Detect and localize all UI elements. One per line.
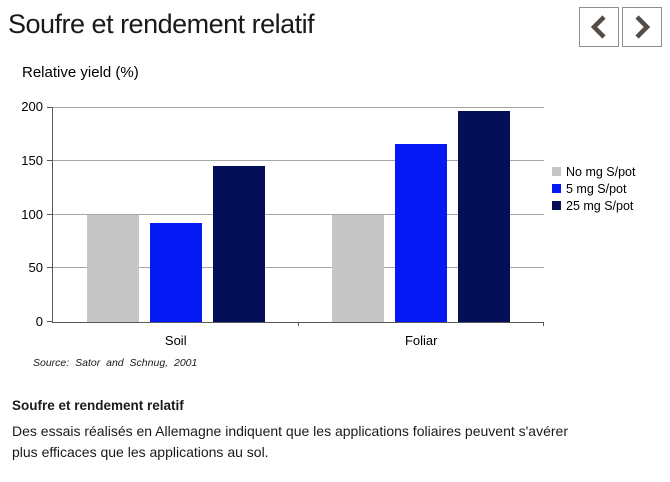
y-axis-label: 100 xyxy=(21,206,43,222)
chevron-left-icon xyxy=(590,14,608,40)
gridline xyxy=(53,159,544,161)
legend-label: 25 mg S/pot xyxy=(566,198,634,213)
legend-item: No mg S/pot xyxy=(552,163,635,180)
gridline xyxy=(53,267,544,269)
source-note: Source: Sator and Schnug, 2001 xyxy=(33,357,198,369)
y-axis-label: 50 xyxy=(28,260,43,276)
plot-area: 0 50 100 150 200 Soil Foliar xyxy=(21,99,544,348)
legend-item: 5 mg S/pot xyxy=(552,180,635,197)
category-label: Soil xyxy=(164,333,187,348)
gridline xyxy=(53,213,544,215)
bar xyxy=(332,214,385,322)
bar xyxy=(149,223,202,322)
y-axis-tick xyxy=(47,213,52,215)
caption-line-2: plus efficaces que les applications au s… xyxy=(12,444,269,460)
caption-line-1: Des essais réalisés en Allemagne indique… xyxy=(12,423,568,439)
legend-swatch xyxy=(552,184,561,193)
chart-pager xyxy=(579,7,662,47)
y-axis-tick xyxy=(47,321,52,322)
bar xyxy=(458,111,511,322)
caption-heading: Soufre et rendement relatif xyxy=(12,398,184,413)
y-axis-label: 0 xyxy=(35,314,43,329)
bar xyxy=(212,166,265,322)
prev-button[interactable] xyxy=(579,7,619,47)
legend: No mg S/pot 5 mg S/pot 25 mg S/pot xyxy=(552,163,635,214)
chevron-right-icon xyxy=(633,14,651,40)
bar xyxy=(395,143,448,322)
legend-item: 25 mg S/pot xyxy=(552,197,635,214)
legend-label: No mg S/pot xyxy=(566,164,636,179)
caption-body: Des essais réalisés en Allemagne indique… xyxy=(12,421,662,463)
legend-swatch xyxy=(552,201,561,210)
x-axis-tick xyxy=(297,322,299,326)
x-axis-tick xyxy=(543,322,544,326)
next-button[interactable] xyxy=(622,7,662,47)
page-title: Soufre et rendement relatif xyxy=(8,9,315,39)
legend-swatch xyxy=(552,167,561,176)
y-axis-label: 200 xyxy=(21,99,43,114)
chart-title: Relative yield (%) xyxy=(22,64,139,81)
y-axis-tick xyxy=(47,267,52,269)
y-axis-tick xyxy=(47,107,52,108)
y-axis-tick xyxy=(47,159,52,161)
y-axis-label: 150 xyxy=(21,152,43,168)
category-label: Foliar xyxy=(404,333,438,348)
legend-label: 5 mg S/pot xyxy=(566,181,627,196)
bar xyxy=(86,214,139,322)
gridline xyxy=(53,107,544,108)
